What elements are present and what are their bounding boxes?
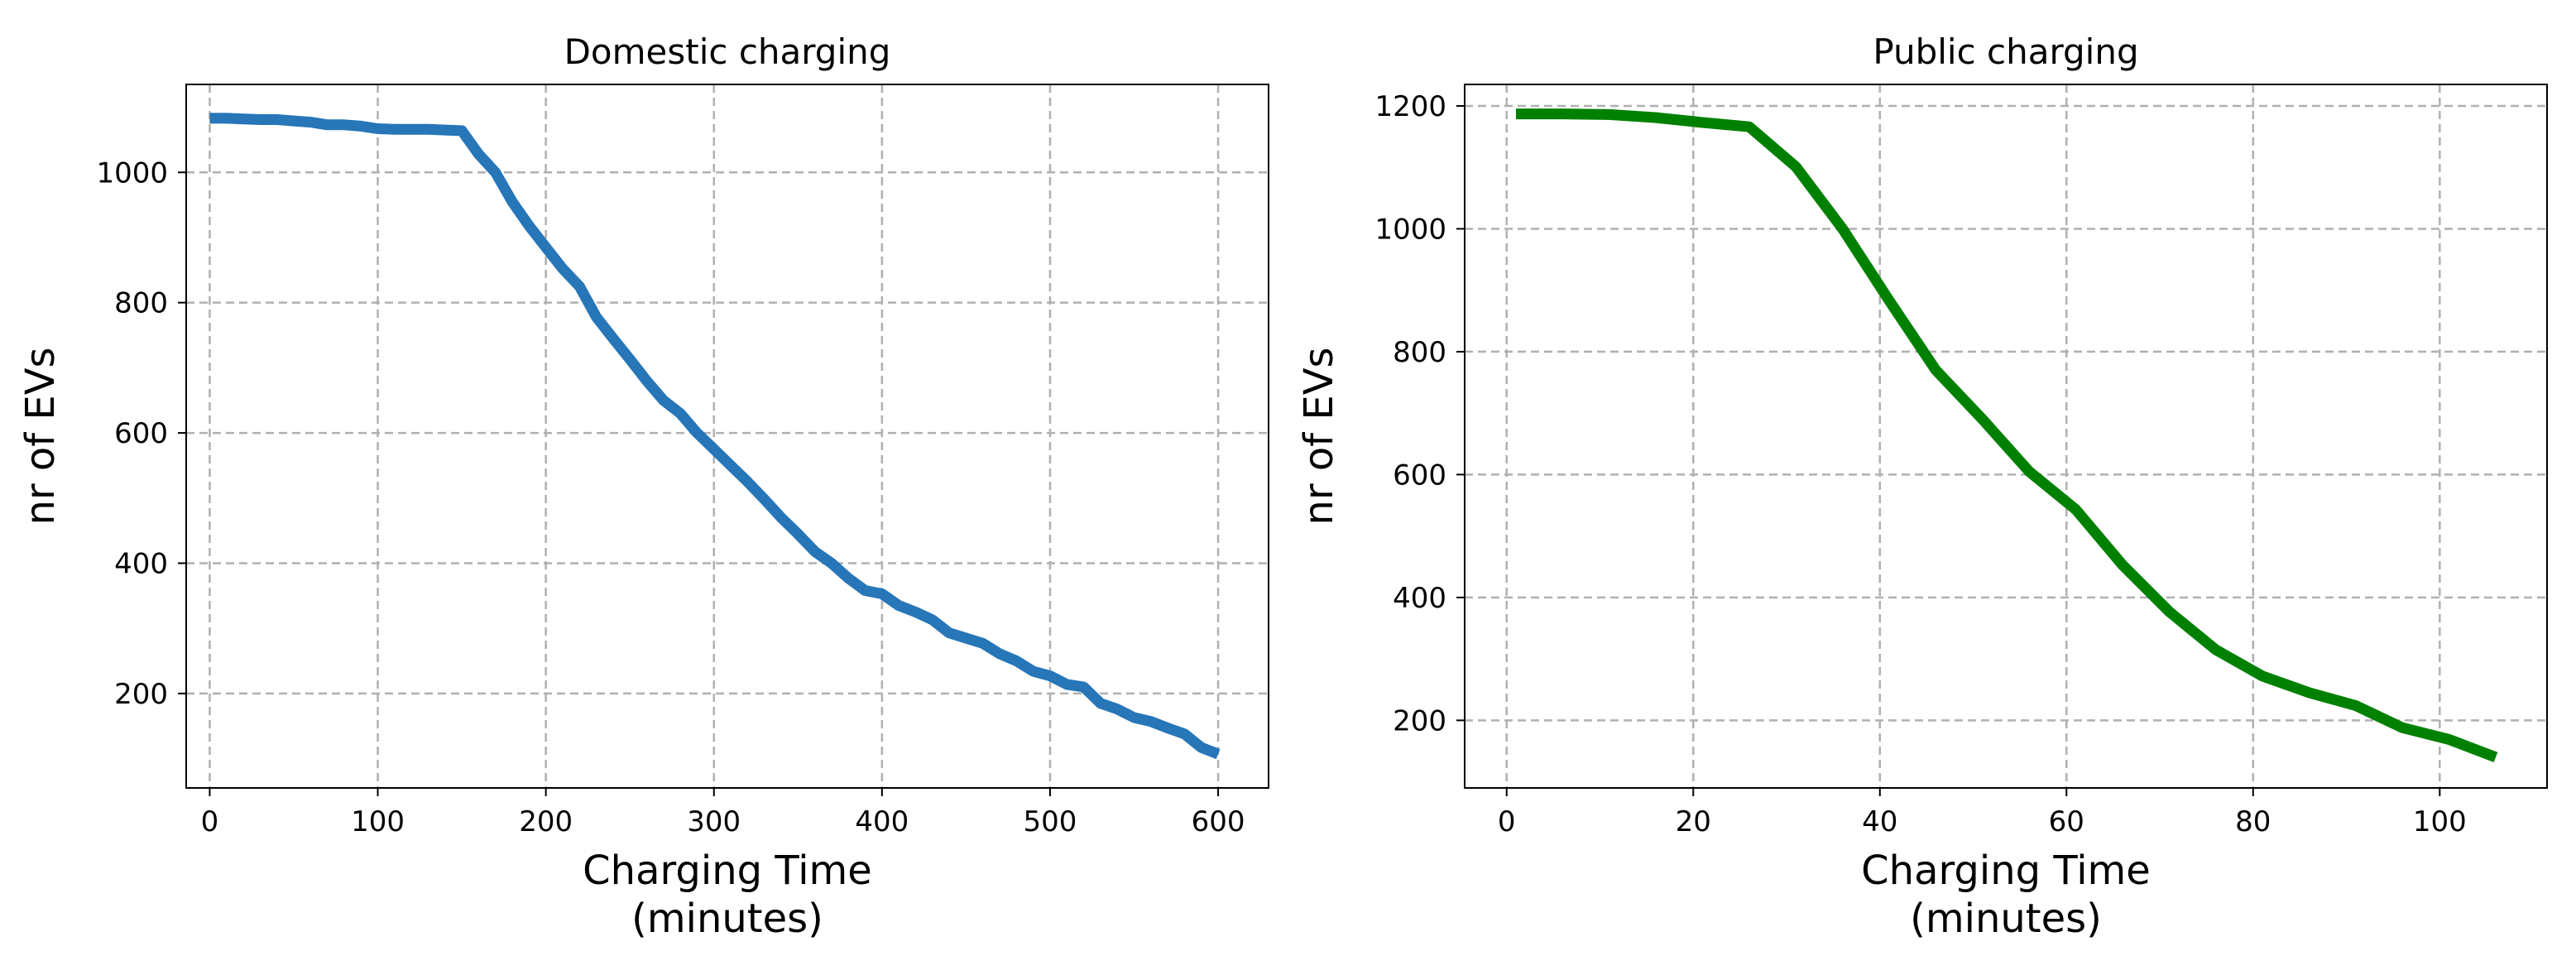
x-tick-label: 100: [2413, 805, 2467, 838]
x-tick-label: 0: [1498, 805, 1516, 838]
plot-frame: [1464, 84, 2548, 789]
axis-ticks: 0 100 200 300 400 500 600 200 400 600 800 1000: [96, 156, 1245, 838]
y-tick-label: 800: [114, 287, 168, 320]
x-tick-label: 40: [1862, 805, 1897, 838]
y-tick-label: 600: [114, 417, 168, 450]
y-axis-label: nr of EVs: [1296, 347, 1342, 525]
x-tick-label: 20: [1676, 805, 1711, 838]
grid-lines: [186, 84, 1269, 788]
x-tick-label: 80: [2235, 805, 2271, 838]
x-tick-label: 400: [855, 805, 909, 838]
grid-lines: [1465, 84, 2547, 788]
x-tick-label: 60: [2049, 805, 2084, 838]
y-tick-label: 200: [114, 678, 168, 711]
x-tick-label: 600: [1192, 805, 1245, 838]
series-line: [209, 113, 1221, 760]
domestic-charging-chart: 0 100 200 300 400 500 600 200 400 600 800 1000 Dome…: [17, 31, 1269, 942]
x-tick-label: 500: [1024, 805, 1077, 838]
y-tick-label: 400: [114, 547, 168, 580]
x-axis-label: Charging Time: [1861, 848, 2151, 894]
x-axis-label-unit: (minutes): [631, 896, 823, 942]
y-tick-label: 1200: [1374, 90, 1446, 123]
y-axis-label: nr of EVs: [17, 347, 64, 525]
y-tick-label: 800: [1393, 336, 1446, 369]
series-line: [1516, 108, 2498, 762]
chart-title: Public charging: [1873, 31, 2138, 72]
axis-ticks: 0 20 40 60 80 100 200 400 600 800 1000 1200: [1374, 90, 2466, 838]
plot-frame: [185, 84, 1269, 789]
x-tick-label: 300: [687, 805, 741, 838]
x-tick-label: 0: [201, 805, 219, 838]
y-tick-label: 400: [1393, 582, 1446, 615]
y-tick-label: 1000: [1374, 213, 1446, 246]
y-tick-label: 1000: [96, 156, 168, 190]
public-charging-chart: 0 20 40 60 80 100 200 400 600 800 1000 1200 Public …: [1296, 31, 2548, 942]
x-axis-label: Charging Time: [583, 848, 872, 894]
y-tick-label: 200: [1393, 704, 1446, 737]
chart-title: Domestic charging: [564, 31, 891, 72]
x-tick-label: 200: [519, 805, 573, 838]
x-axis-label-unit: (minutes): [1910, 896, 2102, 942]
x-tick-label: 100: [351, 805, 405, 838]
y-tick-label: 600: [1393, 459, 1446, 492]
